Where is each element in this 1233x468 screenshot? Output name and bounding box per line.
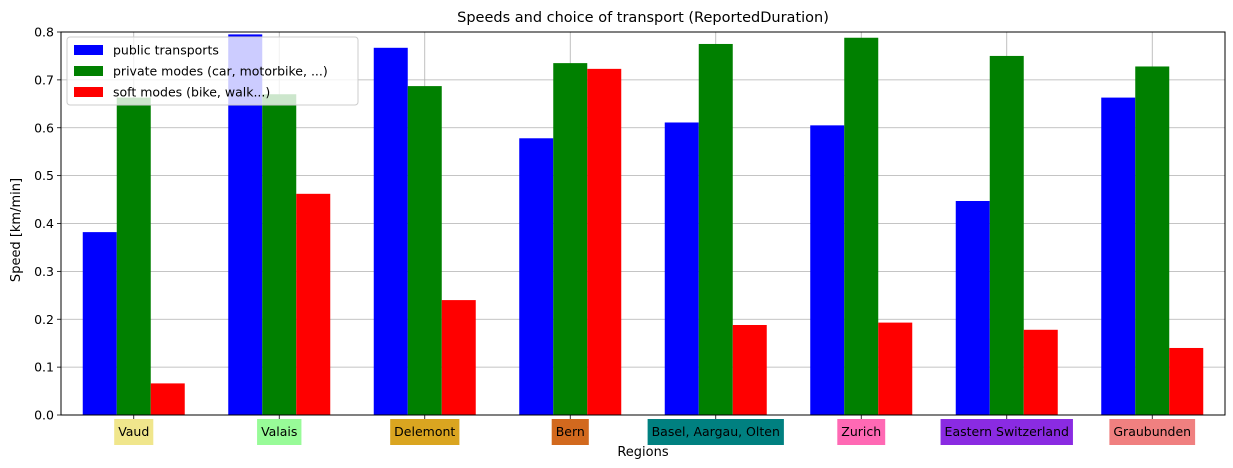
category-label-background bbox=[647, 419, 784, 445]
x-tick-category-label: Graubunden bbox=[1109, 419, 1196, 445]
bar-3-delemont bbox=[441, 300, 476, 415]
bar-1-eastern-switzerland bbox=[955, 200, 990, 415]
x-tick-category-label: Bern bbox=[551, 419, 589, 445]
legend-box bbox=[66, 36, 359, 106]
x-tick-label: Vaud bbox=[118, 424, 149, 439]
bar-3-valais bbox=[296, 193, 331, 415]
y-tick-label: 0.4 bbox=[34, 216, 54, 231]
x-tick-label: Bern bbox=[556, 424, 585, 439]
y-axis-label: Speed [km/min] bbox=[9, 178, 24, 282]
legend-label: public transports bbox=[113, 43, 219, 58]
y-tick-label: 0.1 bbox=[34, 360, 54, 375]
x-axis-label: Regions bbox=[617, 445, 669, 460]
x-tick-category-label: Eastern Switzerland bbox=[940, 419, 1073, 445]
x-axis-ticks: Vaud Valais Delemont Bern Basel, Aargau, Olt… bbox=[114, 415, 1196, 445]
x-tick-category-label: Vaud bbox=[114, 419, 154, 445]
bar-2-vaud bbox=[116, 97, 151, 416]
y-tick-label: 0.3 bbox=[34, 264, 54, 279]
bar-2-eastern-switzerland bbox=[989, 55, 1024, 415]
bar-1-zurich bbox=[810, 125, 845, 415]
bar-1-graubunden bbox=[1101, 97, 1136, 416]
bar-2-delemont bbox=[407, 86, 442, 415]
legend-label: private modes (car, motorbike, ...) bbox=[113, 64, 328, 79]
legend: public transports private modes (car, mot… bbox=[66, 36, 359, 106]
category-label-background bbox=[390, 419, 460, 445]
category-label-background bbox=[1109, 419, 1196, 445]
legend-label: soft modes (bike, walk...) bbox=[113, 85, 270, 100]
bar-3-vaud bbox=[150, 383, 185, 415]
category-label-background bbox=[551, 419, 589, 445]
y-axis-ticks: 0.0 0.1 0.2 0.3 0.4 0.5 0.6 0.7 0.8 bbox=[34, 25, 61, 423]
bar-1-vaud bbox=[82, 232, 117, 415]
bar-3-bern bbox=[587, 68, 622, 416]
x-tick-category-label: Basel, Aargau, Olten bbox=[647, 419, 784, 445]
bar-1-basel-aargau-olten bbox=[664, 122, 699, 415]
x-tick-category-label: Valais bbox=[257, 419, 302, 445]
bar-2-bern bbox=[553, 63, 588, 416]
x-tick-label: Basel, Aargau, Olten bbox=[652, 424, 780, 439]
bar-2-valais bbox=[262, 94, 297, 416]
chart-title: Speeds and choice of transport (Reported… bbox=[457, 10, 829, 26]
y-tick-label: 0.0 bbox=[34, 408, 54, 423]
y-tick-label: 0.7 bbox=[34, 72, 54, 87]
bar-3-eastern-switzerland bbox=[1023, 329, 1058, 415]
category-label-background bbox=[940, 419, 1073, 445]
x-tick-label: Graubunden bbox=[1113, 424, 1191, 439]
y-tick-label: 0.8 bbox=[34, 25, 54, 40]
legend-swatch bbox=[74, 87, 103, 97]
bar-2-zurich bbox=[844, 37, 879, 416]
y-tick-label: 0.5 bbox=[34, 168, 54, 183]
bar-1-bern bbox=[519, 138, 554, 415]
legend-swatch bbox=[74, 45, 103, 55]
x-tick-label: Delemont bbox=[394, 424, 455, 439]
x-tick-label: Eastern Switzerland bbox=[945, 424, 1069, 439]
x-tick-category-label: Zurich bbox=[837, 419, 886, 445]
bar-3-graubunden bbox=[1169, 347, 1204, 415]
legend-swatch bbox=[74, 66, 103, 76]
x-tick-label: Zurich bbox=[841, 424, 881, 439]
x-tick-category-label: Delemont bbox=[390, 419, 460, 445]
bar-2-basel-aargau-olten bbox=[698, 43, 733, 415]
category-label-background bbox=[837, 419, 886, 445]
bar-3-basel-aargau-olten bbox=[732, 324, 767, 415]
y-tick-label: 0.2 bbox=[34, 312, 54, 327]
category-label-background bbox=[114, 419, 154, 445]
category-label-background bbox=[257, 419, 302, 445]
x-tick-label: Valais bbox=[261, 424, 297, 439]
bar-3-zurich bbox=[878, 322, 913, 415]
bar-2-graubunden bbox=[1135, 66, 1170, 415]
bars bbox=[82, 34, 1204, 416]
y-tick-label: 0.6 bbox=[34, 120, 54, 135]
bar-1-delemont bbox=[373, 47, 408, 416]
